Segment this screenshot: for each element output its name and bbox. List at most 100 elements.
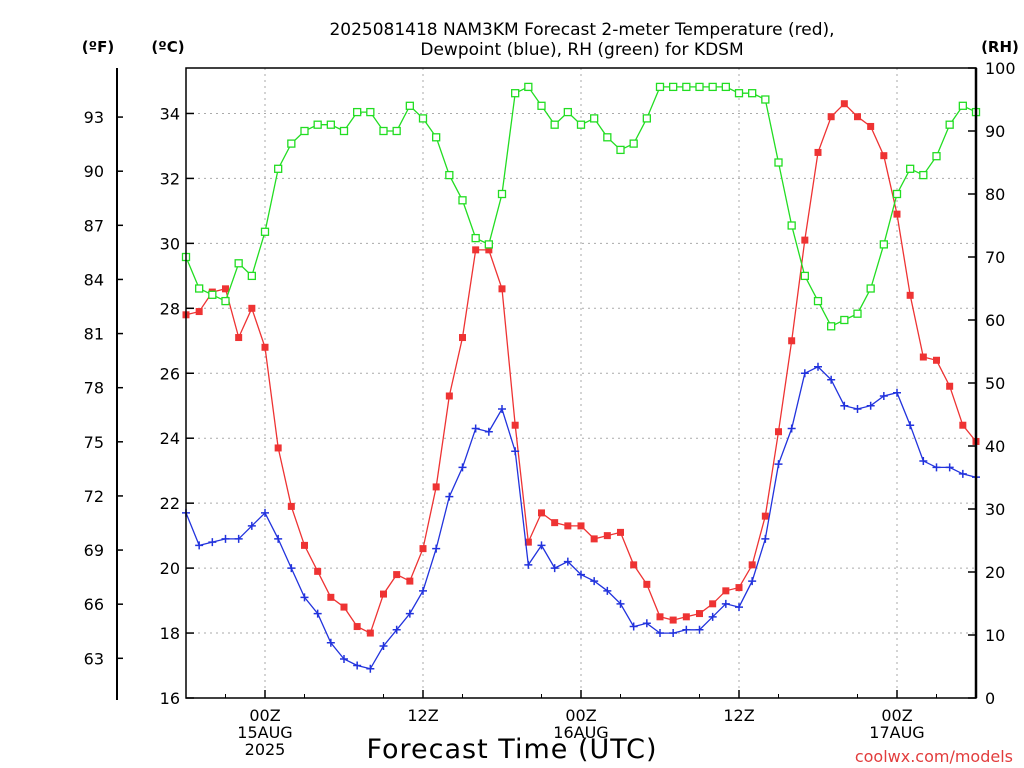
rh-point — [471, 233, 480, 243]
x-tick-label: 2025 — [245, 740, 286, 759]
dewpoint-point — [550, 564, 559, 573]
rh-point — [392, 126, 401, 136]
temperature-point — [235, 334, 243, 342]
rh-point — [445, 170, 454, 180]
dewpoint-point — [326, 638, 335, 647]
fahrenheit-tick-label: 81 — [84, 325, 104, 344]
dewpoint-point — [432, 544, 441, 553]
celsius-tick-label: 18 — [160, 624, 180, 643]
temperature-point — [459, 334, 466, 342]
temperature-point — [669, 616, 677, 624]
rh-point — [629, 139, 638, 148]
dewpoint-point — [234, 534, 243, 543]
temperature-point — [498, 285, 506, 293]
rh-point — [879, 240, 888, 249]
celsius-axis-label: (ºC) — [151, 38, 184, 56]
dewpoint-point — [563, 557, 572, 566]
temperature-point — [287, 502, 295, 510]
rh-axis-label: (RH) — [981, 38, 1019, 56]
fahrenheit-tick-label: 78 — [84, 379, 104, 398]
temperature-point — [696, 610, 703, 618]
rh-point — [787, 221, 796, 230]
rh-tick-label: 90 — [985, 122, 1005, 141]
temperature-point — [222, 285, 229, 293]
dewpoint-point — [524, 560, 533, 569]
temperature-point — [380, 590, 387, 598]
dewpoint-point — [879, 391, 888, 400]
x-tick-label: 00Z — [881, 706, 912, 725]
credit-text: coolwx.com/models — [855, 747, 1013, 766]
rh-point — [958, 101, 967, 110]
rh-tick-label: 10 — [985, 626, 1005, 645]
dewpoint-point — [708, 612, 717, 621]
temperature-point — [959, 421, 967, 429]
temperature-point — [893, 210, 901, 218]
temperature-point — [722, 587, 730, 595]
rh-tick-label: 50 — [985, 374, 1005, 393]
dewpoint-point — [893, 388, 901, 397]
temperature-point — [538, 509, 545, 517]
temperature-point — [195, 308, 203, 316]
temperature-point — [709, 600, 717, 608]
temperature-point — [472, 246, 480, 254]
rh-point — [892, 189, 902, 199]
rh-point — [695, 82, 704, 92]
temperature-point — [366, 629, 374, 637]
rh-point — [919, 170, 928, 180]
dewpoint-point — [419, 586, 427, 595]
rh-tick-label: 60 — [985, 311, 1005, 330]
x-axis-title: Forecast Time (UTC) — [366, 734, 657, 765]
temperature-point — [682, 613, 690, 621]
fahrenheit-tick-label: 75 — [84, 433, 104, 452]
temperature-point — [248, 304, 256, 312]
rh-point — [432, 133, 441, 142]
temperature-point — [880, 152, 888, 160]
dewpoint-point — [735, 603, 743, 612]
rh-point — [682, 82, 691, 92]
dewpoint-point — [603, 586, 612, 595]
rh-point — [247, 271, 256, 281]
temperature-point — [603, 532, 611, 540]
temperature-point — [788, 337, 796, 345]
dewpoint-point — [814, 362, 822, 371]
dewpoint-point — [379, 642, 388, 651]
rh-point — [813, 296, 823, 306]
fahrenheit-tick-label: 66 — [84, 595, 104, 614]
rh-point — [932, 152, 941, 161]
rh-point — [524, 82, 533, 92]
x-tick-label: 15AUG — [237, 723, 292, 742]
rh-tick-label: 70 — [985, 248, 1005, 267]
temperature-point — [946, 382, 954, 390]
rh-point — [563, 107, 572, 117]
temperature-point — [261, 343, 269, 351]
chart-subtitle: Dewpoint (blue), RH (green) for KDSM — [420, 40, 743, 60]
dewpoint-point — [827, 375, 836, 384]
rh-point — [458, 196, 467, 205]
fahrenheit-tick-label: 63 — [84, 649, 104, 668]
dewpoint-point — [800, 369, 809, 378]
temperature-point — [274, 444, 282, 452]
dewpoint-point — [458, 463, 467, 472]
rh-tick-label: 40 — [985, 437, 1005, 456]
rh-point — [721, 82, 730, 92]
rh-point — [576, 120, 586, 129]
fahrenheit-tick-label: 72 — [84, 487, 104, 506]
rh-point — [353, 107, 362, 117]
temperature-point — [445, 392, 453, 400]
dewpoint-point — [853, 404, 862, 413]
rh-tick-label: 0 — [985, 689, 995, 708]
rh-tick-label: 100 — [985, 59, 1016, 78]
temperature-point — [301, 541, 308, 549]
dewpoint-point — [274, 534, 283, 543]
rh-point — [208, 290, 217, 299]
temperature-point — [827, 113, 835, 121]
x-tick-label: 12Z — [723, 706, 754, 725]
dewpoint-point — [761, 534, 770, 543]
rh-tick-label: 80 — [985, 185, 1005, 204]
rh-point — [405, 101, 414, 110]
dewpoint-point — [840, 401, 849, 410]
rh-point — [774, 158, 783, 167]
temperature-point — [814, 148, 822, 156]
